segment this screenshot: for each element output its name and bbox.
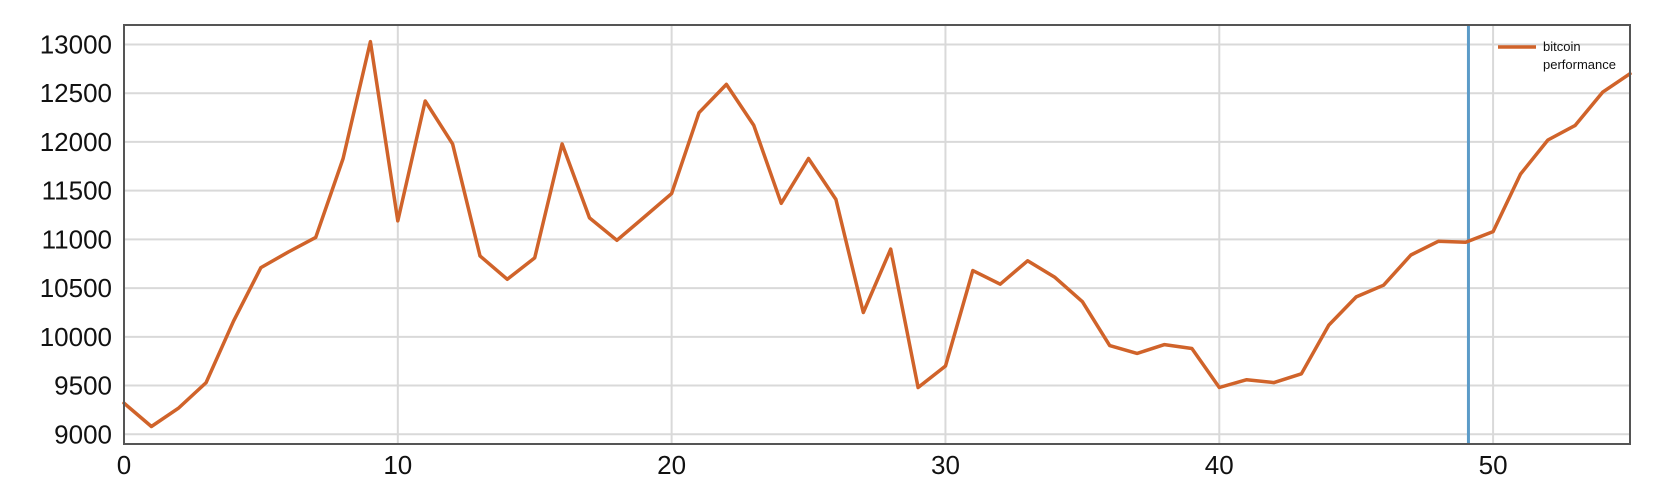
x-tick-label: 40	[1205, 450, 1234, 480]
series-line	[122, 39, 1632, 429]
legend-label: performance	[1543, 57, 1616, 72]
y-tick-label: 11000	[42, 224, 112, 254]
series-lines	[122, 39, 1632, 429]
y-axis: 9000 9500 10000 10500 11000 11500 12000 12500 13…	[40, 29, 112, 449]
y-tick-label: 10500	[40, 273, 112, 303]
x-tick-label: 20	[657, 450, 686, 480]
x-axis: 0 10 20 30 40 50	[117, 450, 1508, 480]
legend-label: bitcoin	[1543, 39, 1581, 54]
x-tick-label: 10	[383, 450, 412, 480]
y-tick-label: 9000	[54, 419, 112, 449]
x-tick-label: 0	[117, 450, 131, 480]
y-tick-label: 12000	[40, 127, 112, 157]
plot-frame	[123, 24, 1631, 445]
y-tick-label: 11500	[42, 176, 112, 206]
grid-lines	[123, 25, 1630, 444]
x-tick-label: 50	[1479, 450, 1508, 480]
legend: bitcoin performance	[1498, 39, 1616, 72]
y-tick-label: 9500	[54, 371, 112, 401]
y-tick-label: 10000	[40, 322, 112, 352]
y-tick-label: 13000	[40, 29, 112, 59]
x-tick-label: 30	[931, 450, 960, 480]
y-tick-label: 12500	[40, 78, 112, 108]
